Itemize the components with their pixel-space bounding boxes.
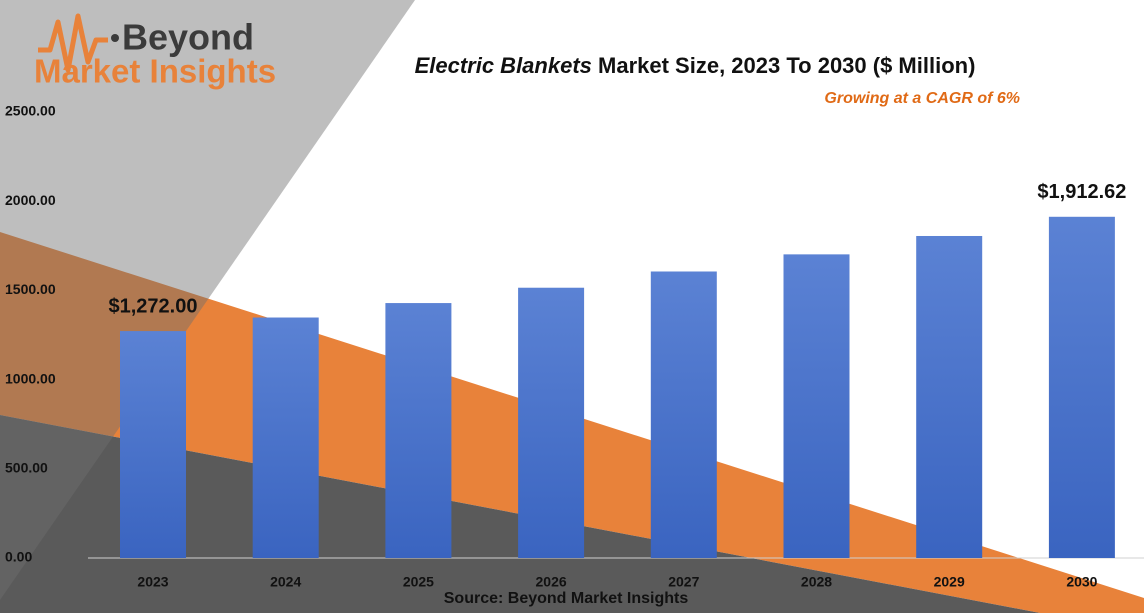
- title-main: Market Size, 2023 To 2030 ($ Million): [598, 53, 975, 78]
- y-tick-label: 2500.00: [5, 103, 56, 119]
- bar: [650, 271, 717, 558]
- source: Source: Beyond Market Insights: [444, 590, 689, 607]
- grey-overlay: [0, 0, 415, 600]
- logo-line2: Market Insights: [34, 53, 276, 90]
- x-tick-label: 2023: [137, 574, 168, 590]
- bar: [916, 235, 983, 558]
- value-label: $1,912.62: [1037, 181, 1126, 203]
- bar: [385, 303, 452, 558]
- y-tick-label: 1500.00: [5, 281, 56, 297]
- x-tick-label: 2027: [668, 574, 699, 590]
- y-tick-label: 1000.00: [5, 370, 56, 386]
- bar: [120, 331, 186, 558]
- x-tick-label: 2025: [403, 574, 434, 590]
- x-tick-label: 2024: [270, 574, 301, 590]
- subtitle: Growing at a CAGR of 6%: [824, 90, 1020, 107]
- title-emphasis: Electric Blankets: [415, 53, 592, 78]
- logo-dot: [111, 34, 119, 42]
- x-tick-label: 2026: [536, 574, 567, 590]
- x-tick-label: 2029: [934, 574, 965, 590]
- logo: Beyond Market Insights: [34, 13, 276, 90]
- x-tick-label: 2030: [1066, 574, 1097, 590]
- bar: [518, 287, 585, 558]
- x-tick-label: 2028: [801, 574, 832, 590]
- y-tick-label: 2000.00: [5, 192, 56, 208]
- chart-title: Electric Blankets Market Size, 2023 To 2…: [415, 53, 976, 78]
- bar: [783, 254, 850, 558]
- logo-line1: Beyond: [122, 17, 254, 58]
- y-tick-label: 0.00: [5, 549, 32, 565]
- logo-icon: [38, 13, 108, 73]
- bar: [252, 317, 319, 558]
- y-tick-label: 500.00: [5, 460, 48, 476]
- value-label: $1,272.00: [109, 295, 198, 317]
- bar: [1048, 216, 1115, 559]
